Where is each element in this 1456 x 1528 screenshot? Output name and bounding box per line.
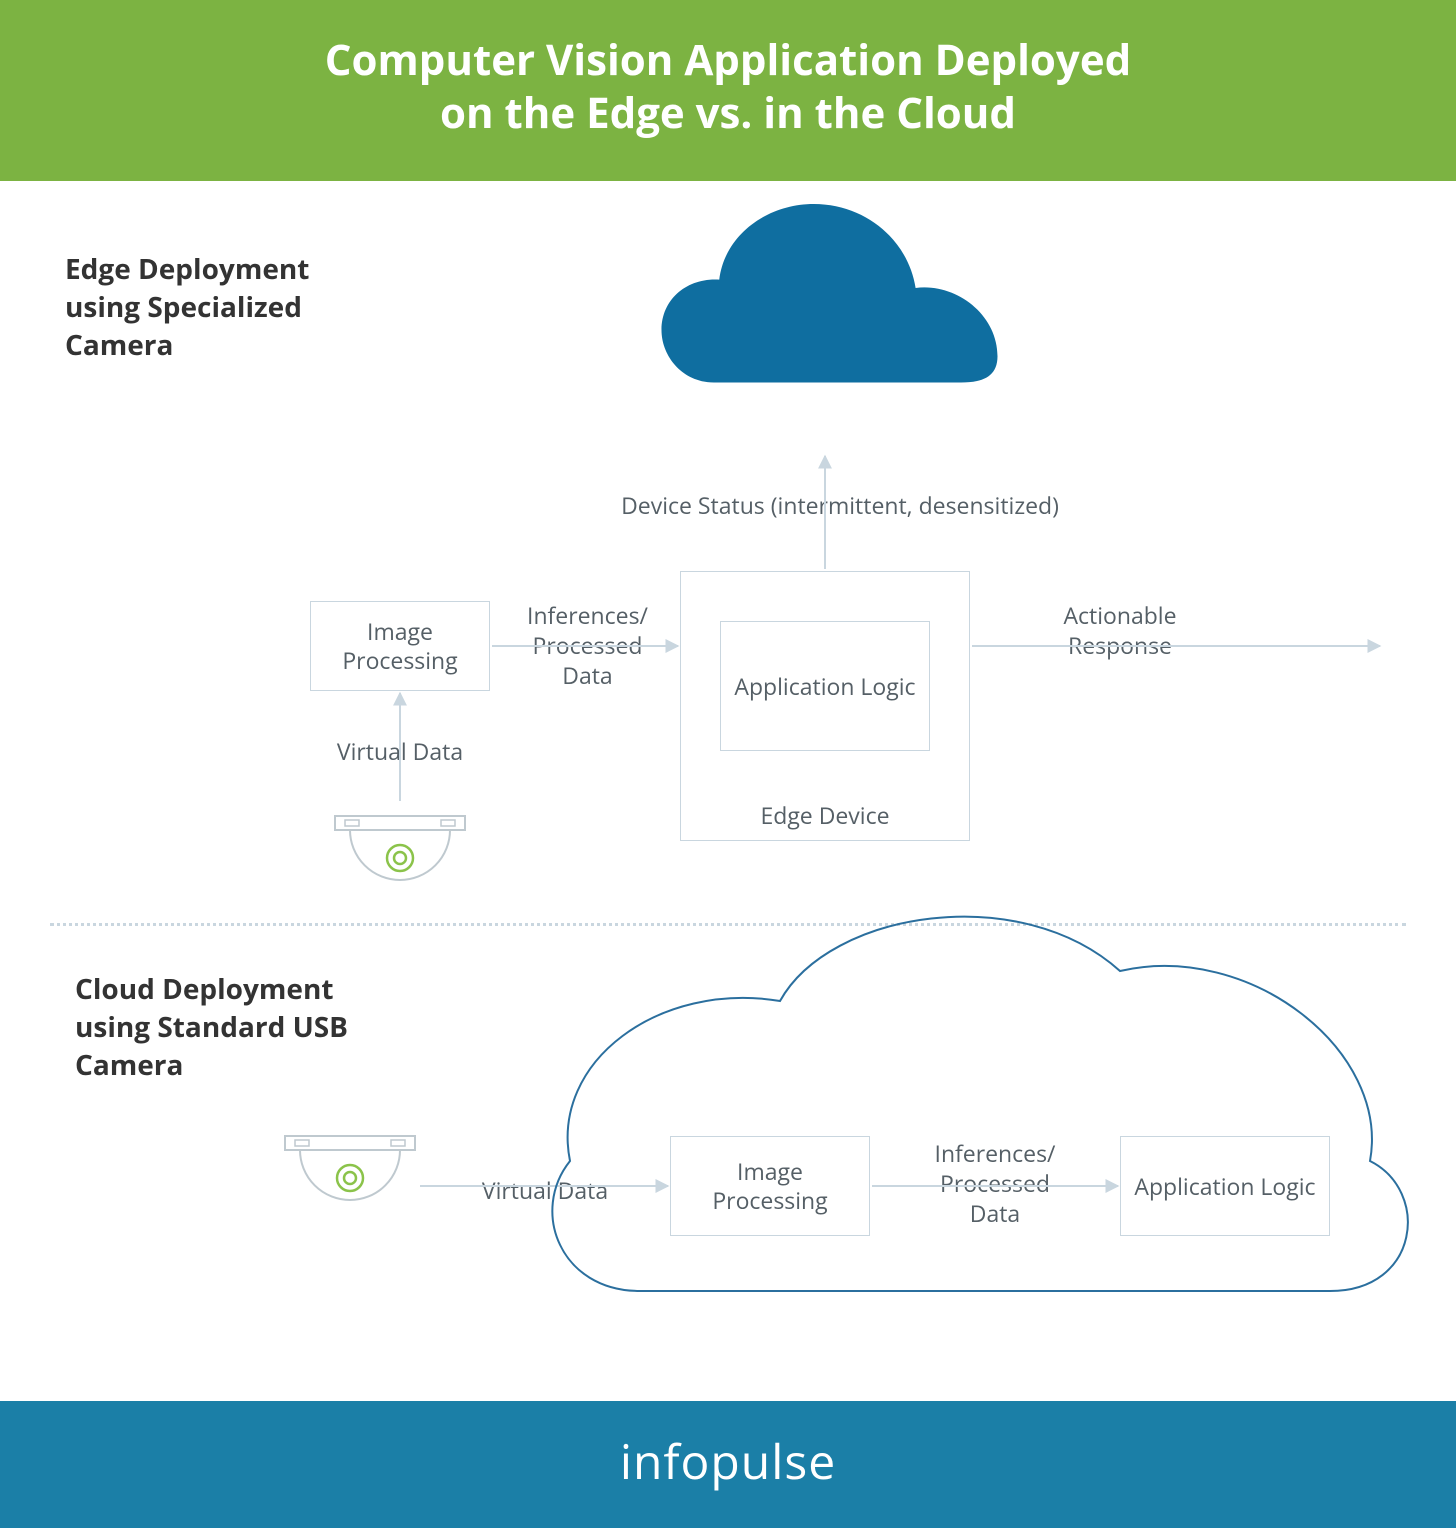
edge-actionable-response-label: ActionableResponse bbox=[1015, 601, 1225, 661]
section-divider bbox=[50, 923, 1406, 926]
cloud-virtual-data-label: Virtual Data bbox=[455, 1176, 635, 1206]
edge-application-logic-box: Application Logic bbox=[720, 621, 930, 751]
cloud-inferences-label: Inferences/ProcessedData bbox=[880, 1139, 1110, 1229]
title-line-1: Computer Vision Application Deployed bbox=[325, 31, 1131, 88]
page-title: Computer Vision Application Deployed on … bbox=[20, 34, 1436, 139]
cloud-application-logic-label: Application Logic bbox=[1134, 1172, 1315, 1201]
diagram-canvas: Edge Deploymentusing SpecializedCamera C… bbox=[0, 181, 1456, 1401]
cloud-application-logic-box: Application Logic bbox=[1120, 1136, 1330, 1236]
edge-device-caption: Edge Device bbox=[680, 801, 970, 831]
edge-inferences-label: Inferences/ProcessedData bbox=[500, 601, 675, 691]
cloud-image-processing-label: Image Processing bbox=[681, 1157, 859, 1215]
cloud-image-processing-box: Image Processing bbox=[670, 1136, 870, 1236]
edge-virtual-data-label: Virtual Data bbox=[310, 737, 490, 767]
edge-application-logic-label: Application Logic bbox=[734, 672, 915, 701]
edge-image-processing-label: Image Processing bbox=[321, 617, 479, 675]
brand-logo: infopulse bbox=[0, 1429, 1456, 1494]
footer-banner: infopulse bbox=[0, 1401, 1456, 1528]
edge-device-status-label: Device Status (intermittent, desensitize… bbox=[560, 491, 1120, 521]
edge-section-title: Edge Deploymentusing SpecializedCamera bbox=[65, 251, 365, 364]
edge-image-processing-box: Image Processing bbox=[310, 601, 490, 691]
title-line-2: on the Edge vs. in the Cloud bbox=[440, 84, 1016, 141]
cloud-section-title: Cloud Deploymentusing Standard USBCamera bbox=[75, 971, 395, 1084]
header-banner: Computer Vision Application Deployed on … bbox=[0, 0, 1456, 181]
